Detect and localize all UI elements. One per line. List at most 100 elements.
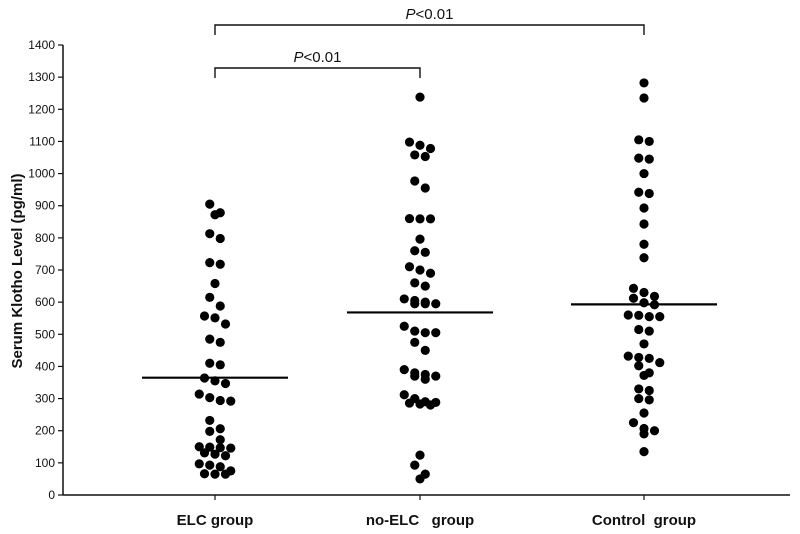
axes: 0 100 200 300 400 500 600 700 800 900 1000 1100 1200…	[28, 38, 790, 529]
significance-label: P<0.01	[406, 6, 454, 23]
data-point	[410, 176, 420, 186]
data-point	[205, 229, 215, 239]
y-tick-label: 1200	[28, 102, 55, 116]
p-value: <0.01	[304, 49, 342, 66]
data-point	[226, 443, 236, 453]
data-point	[634, 324, 644, 335]
data-point	[415, 214, 425, 224]
data-point	[415, 234, 425, 244]
data-point	[205, 358, 215, 368]
data-point	[649, 291, 660, 301]
data-point	[415, 474, 425, 484]
data-point	[420, 281, 430, 291]
data-point	[410, 150, 420, 160]
x-category-label: no-ELC group	[366, 512, 474, 529]
data-point	[634, 310, 644, 320]
data-point	[420, 247, 430, 257]
data-point	[215, 233, 225, 244]
median-lines	[142, 303, 717, 379]
data-point	[634, 361, 644, 371]
data-point	[639, 339, 649, 349]
data-point	[399, 390, 409, 400]
data-point	[420, 345, 430, 355]
p-symbol: P	[406, 6, 416, 23]
data-point	[410, 299, 420, 309]
data-point	[410, 460, 420, 470]
data-point	[639, 239, 649, 249]
data-point	[210, 210, 220, 220]
data-point	[644, 353, 654, 363]
data-point	[639, 78, 649, 88]
data-point	[410, 246, 420, 256]
data-point	[420, 328, 430, 338]
significance-bracket	[214, 67, 421, 78]
data-point	[425, 143, 436, 154]
data-point	[639, 429, 649, 439]
data-point	[205, 199, 215, 209]
data-point	[639, 219, 649, 229]
data-point	[644, 395, 654, 405]
data-point	[410, 371, 420, 381]
data-points	[194, 78, 665, 484]
data-point	[215, 337, 225, 347]
data-point	[205, 415, 215, 426]
data-point	[639, 203, 649, 213]
data-point	[644, 385, 654, 396]
data-point	[415, 450, 425, 460]
data-point	[644, 188, 654, 199]
data-point	[194, 389, 204, 399]
data-point	[420, 151, 430, 162]
data-point	[644, 154, 654, 164]
data-point	[215, 301, 225, 311]
data-point	[639, 93, 649, 103]
data-point	[404, 213, 415, 224]
y-tick-label: 1000	[28, 167, 55, 181]
data-point	[634, 393, 644, 404]
y-tick-label: 700	[35, 263, 55, 277]
data-point	[399, 365, 409, 375]
x-category-label: ELC group	[177, 512, 254, 529]
data-point	[431, 299, 441, 309]
data-point	[639, 447, 649, 457]
y-tick-label: 900	[35, 199, 55, 213]
data-point	[415, 399, 425, 409]
data-point	[220, 319, 231, 329]
data-point	[639, 168, 649, 179]
y-tick-label: 0	[48, 488, 55, 502]
data-point	[215, 435, 225, 445]
data-point	[415, 140, 425, 150]
data-point	[220, 451, 231, 461]
data-point	[205, 258, 215, 268]
data-point	[215, 443, 225, 453]
data-point	[205, 393, 215, 403]
data-point	[425, 268, 436, 278]
data-point	[404, 398, 415, 408]
data-point	[215, 424, 225, 434]
data-point	[644, 136, 654, 147]
data-point	[634, 135, 644, 145]
y-tick-label: 600	[35, 295, 55, 309]
data-point	[199, 469, 210, 479]
data-point	[639, 287, 649, 298]
data-point	[205, 460, 215, 470]
data-point	[420, 374, 430, 384]
data-point	[220, 469, 231, 479]
y-tick-label: 1400	[28, 38, 55, 52]
significance-label: P<0.01	[294, 49, 342, 66]
data-point	[410, 326, 420, 336]
data-point	[634, 153, 644, 163]
data-point	[210, 278, 220, 289]
data-point	[634, 187, 644, 197]
data-point	[210, 449, 220, 459]
data-point	[431, 328, 441, 338]
data-point	[210, 469, 220, 479]
data-point	[431, 371, 441, 381]
y-axis-title: Serum Klotho Level (pg/ml)	[9, 173, 26, 368]
y-tick-label: 500	[35, 327, 55, 341]
data-point	[410, 278, 420, 288]
y-tick-label: 200	[35, 424, 55, 438]
y-tick-label: 100	[35, 456, 55, 470]
data-point	[634, 384, 644, 394]
data-point	[399, 294, 409, 304]
